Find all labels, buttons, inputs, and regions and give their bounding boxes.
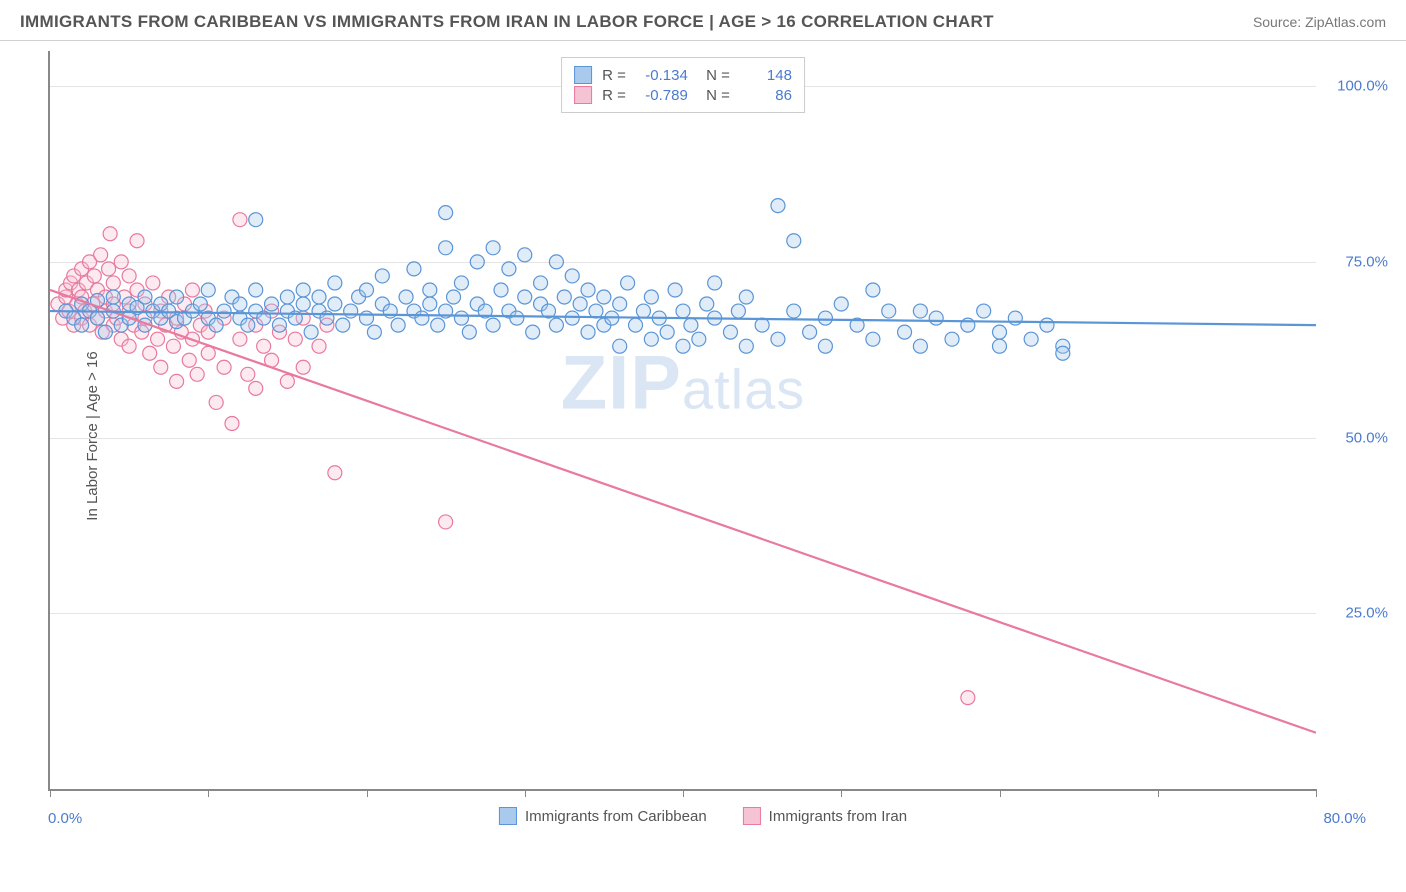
legend-label-iran: Immigrants from Iran bbox=[769, 808, 907, 825]
chart-container: In Labor Force | Age > 16 ZIPatlas R = -… bbox=[0, 41, 1406, 831]
r-label: R = bbox=[602, 67, 626, 84]
n-label: N = bbox=[698, 87, 730, 104]
legend-item-iran: Immigrants from Iran bbox=[743, 807, 907, 825]
data-layer bbox=[50, 51, 1316, 789]
r-value-iran: -0.789 bbox=[636, 87, 688, 104]
legend-label-caribbean: Immigrants from Caribbean bbox=[525, 808, 707, 825]
swatch-caribbean-icon bbox=[499, 807, 517, 825]
header: IMMIGRANTS FROM CARIBBEAN VS IMMIGRANTS … bbox=[0, 0, 1406, 41]
chart-title: IMMIGRANTS FROM CARIBBEAN VS IMMIGRANTS … bbox=[20, 12, 994, 32]
n-value-caribbean: 148 bbox=[740, 67, 792, 84]
x-axis-min-label: 0.0% bbox=[48, 810, 82, 827]
swatch-iran-icon bbox=[743, 807, 761, 825]
y-tick-label: 25.0% bbox=[1345, 605, 1388, 622]
swatch-caribbean-icon bbox=[574, 66, 592, 84]
r-label: R = bbox=[602, 87, 626, 104]
n-label: N = bbox=[698, 67, 730, 84]
source-label: Source: ZipAtlas.com bbox=[1253, 14, 1386, 30]
n-value-iran: 86 bbox=[740, 87, 792, 104]
y-tick-label: 100.0% bbox=[1337, 78, 1388, 95]
legend-item-caribbean: Immigrants from Caribbean bbox=[499, 807, 707, 825]
x-axis-max-label: 80.0% bbox=[1323, 810, 1366, 827]
r-value-caribbean: -0.134 bbox=[636, 67, 688, 84]
y-tick-label: 50.0% bbox=[1345, 429, 1388, 446]
swatch-iran-icon bbox=[574, 86, 592, 104]
correlation-legend: R = -0.134 N = 148 R = -0.789 N = 86 bbox=[561, 57, 805, 113]
plot-area: ZIPatlas R = -0.134 N = 148 R = -0.789 N… bbox=[48, 51, 1316, 791]
legend-row-iran: R = -0.789 N = 86 bbox=[574, 86, 792, 104]
series-legend: Immigrants from Caribbean Immigrants fro… bbox=[499, 807, 907, 825]
y-tick-label: 75.0% bbox=[1345, 253, 1388, 270]
legend-row-caribbean: R = -0.134 N = 148 bbox=[574, 66, 792, 84]
